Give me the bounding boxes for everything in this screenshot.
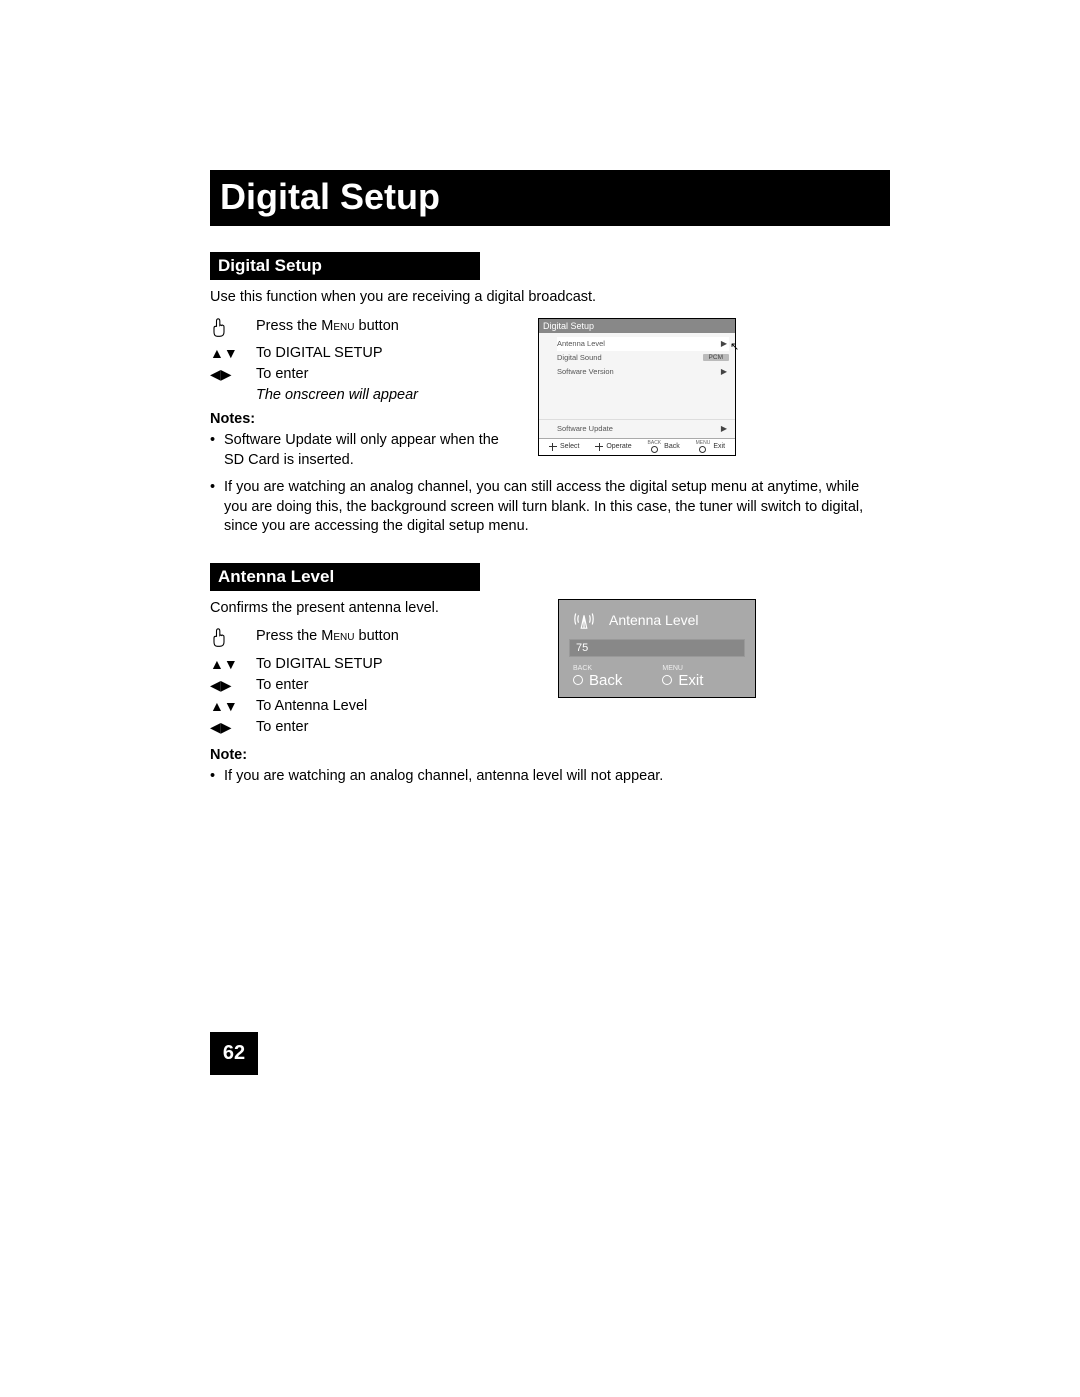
step-text: To enter <box>256 719 540 735</box>
step-text: To enter <box>256 366 520 382</box>
step-text: To enter <box>256 677 540 693</box>
osd1-footer-operate: Operate <box>595 443 631 451</box>
t: Press the <box>256 318 321 334</box>
step-text: Press the Menu button <box>256 628 540 644</box>
manual-page: Digital Setup Digital Setup Use this fun… <box>210 170 890 793</box>
circle-icon <box>573 675 583 685</box>
step-text: Press the Menu button <box>256 318 520 334</box>
hand-icon <box>210 318 244 342</box>
t: Menu <box>321 318 354 334</box>
antenna-icon <box>573 608 595 633</box>
osd1-row-antenna-level[interactable]: Antenna Level ▶ <box>557 337 729 351</box>
osd2-level-bar: 75 <box>569 639 745 657</box>
left-right-icon: ◀▶ <box>210 677 244 694</box>
t: MENU <box>696 441 711 446</box>
hand-icon <box>210 628 244 652</box>
osd2-footer-exit: MENU Exit <box>662 665 703 689</box>
left-right-icon: ◀▶ <box>210 366 244 383</box>
step-text: To DIGITAL SETUP <box>256 656 540 672</box>
note-label: Note: <box>210 747 890 763</box>
arrow-right-icon: ▶ <box>721 367 729 376</box>
dpad-icon <box>595 443 603 451</box>
section1-intro: Use this function when you are receiving… <box>210 288 890 308</box>
section1-header: Digital Setup <box>210 252 480 280</box>
t: Select <box>560 443 579 450</box>
left-right-icon: ◀▶ <box>210 719 244 736</box>
t: Exit <box>713 443 725 450</box>
cursor-icon: ↖ <box>730 340 739 353</box>
t: Back <box>589 672 622 689</box>
step-text: To DIGITAL SETUP <box>256 345 520 361</box>
t: Press the <box>256 628 321 644</box>
note-item: If you are watching an analog channel, a… <box>210 767 890 787</box>
osd1-footer-select: Select <box>549 443 579 451</box>
osd1-row-label: Software Version <box>557 367 614 376</box>
osd1-footer-exit: MENUExit <box>696 441 725 453</box>
t: Menu <box>321 628 354 644</box>
osd1-footer: Select Operate BACKBack MENUExit <box>539 438 735 455</box>
osd1-row-software-version[interactable]: Software Version ▶ <box>557 365 729 379</box>
osd1-row-label: Antenna Level <box>557 339 605 348</box>
osd1-row-digital-sound[interactable]: Digital Sound PCM <box>557 351 729 365</box>
circle-icon <box>651 446 658 453</box>
osd1-badge: PCM <box>703 354 729 361</box>
onscreen-note: The onscreen will appear <box>256 387 520 403</box>
t: Back <box>664 443 680 450</box>
dpad-icon <box>549 443 557 451</box>
osd1-title: Digital Setup <box>539 319 735 333</box>
section2-header: Antenna Level <box>210 563 480 591</box>
up-down-icon: ▲▼ <box>210 698 244 715</box>
up-down-icon: ▲▼ <box>210 345 244 362</box>
section2-steps: Press the Menu button ▲▼ To DIGITAL SETU… <box>210 628 540 735</box>
circle-icon <box>662 675 672 685</box>
section1-steps: Press the Menu button ▲▼ To DIGITAL SETU… <box>210 318 520 383</box>
arrow-right-icon: ▶ <box>721 339 729 348</box>
page-title: Digital Setup <box>210 170 890 226</box>
t: button <box>354 318 398 334</box>
osd1-row-label: Digital Sound <box>557 353 602 362</box>
t: Exit <box>678 672 703 689</box>
page-number: 62 <box>210 1032 258 1075</box>
t: MENU <box>662 665 683 672</box>
t: BACK <box>573 665 592 672</box>
osd1-footer-back: BACKBack <box>648 441 680 453</box>
osd-digital-setup: Digital Setup Antenna Level ▶ Digital So… <box>538 318 736 456</box>
osd2-title: Antenna Level <box>609 612 699 628</box>
osd2-level-value: 75 <box>576 642 588 654</box>
t: button <box>354 628 398 644</box>
osd1-row-software-update[interactable]: Software Update ▶ <box>557 422 729 436</box>
t: BACK <box>648 441 662 446</box>
arrow-right-icon: ▶ <box>721 424 729 433</box>
up-down-icon: ▲▼ <box>210 656 244 673</box>
t: Operate <box>606 443 631 450</box>
note-item: If you are watching an analog channel, y… <box>210 478 880 537</box>
note-item: Software Update will only appear when th… <box>210 431 520 470</box>
step-text: To Antenna Level <box>256 698 540 714</box>
osd-antenna-level: Antenna Level 75 BACK Back MENU Exit <box>558 599 756 698</box>
osd1-row-label: Software Update <box>557 424 613 433</box>
circle-icon <box>699 446 706 453</box>
section2-intro: Confirms the present antenna level. <box>210 599 540 619</box>
notes-label: Notes: <box>210 411 520 427</box>
osd2-footer-back: BACK Back <box>573 665 622 689</box>
